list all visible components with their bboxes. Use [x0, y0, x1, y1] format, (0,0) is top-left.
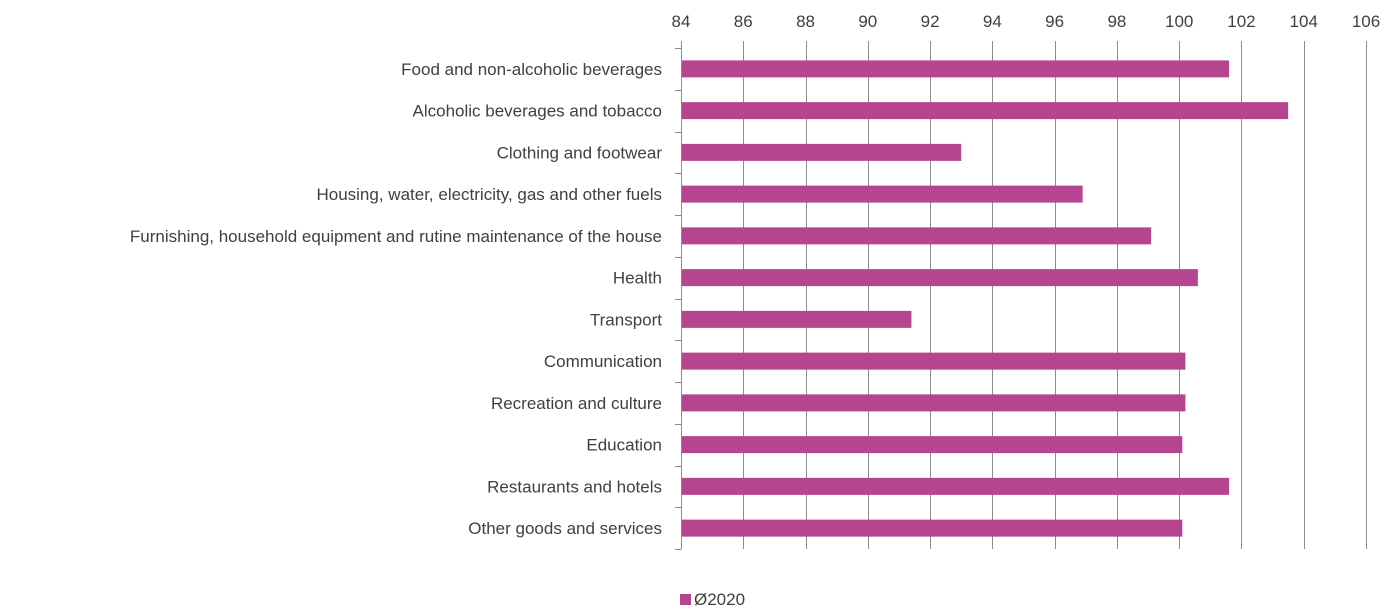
x-tick-label: 90 — [858, 12, 877, 31]
bars — [682, 60, 1289, 537]
bar — [682, 143, 962, 161]
x-tick-label: 106 — [1352, 12, 1380, 31]
x-tick-label: 104 — [1290, 12, 1318, 31]
category-label: Alcoholic beverages and tobacco — [413, 102, 663, 121]
x-tick-label: 88 — [796, 12, 815, 31]
category-label: Transport — [590, 310, 662, 329]
bar — [682, 102, 1289, 120]
legend: Ø2020 — [680, 590, 745, 607]
x-tick-label: 96 — [1045, 12, 1064, 31]
x-tick-label: 102 — [1227, 12, 1255, 31]
x-tick-label: 86 — [734, 12, 753, 31]
bar — [682, 477, 1229, 495]
bar — [682, 310, 912, 328]
category-label: Communication — [544, 352, 662, 371]
x-tick-label: 100 — [1165, 12, 1193, 31]
category-labels: Food and non-alcoholic beverages Alcoholi… — [130, 60, 662, 538]
y-axis — [675, 41, 682, 550]
category-label: Furnishing, household equipment and ruti… — [130, 227, 662, 246]
category-label: Recreation and culture — [491, 394, 662, 413]
x-tick-label: 94 — [983, 12, 1002, 31]
bar — [682, 269, 1198, 287]
x-axis-tick-labels: 84 86 88 90 92 94 96 98 100 102 104 106 — [672, 12, 1381, 31]
category-label: Housing, water, electricity, gas and oth… — [316, 185, 662, 204]
bar — [682, 436, 1183, 454]
bar — [682, 60, 1229, 78]
category-label: Other goods and services — [468, 519, 662, 538]
category-label: Restaurants and hotels — [487, 477, 662, 496]
x-tick-label: 98 — [1107, 12, 1126, 31]
category-label: Education — [586, 436, 662, 455]
category-label: Food and non-alcoholic beverages — [401, 60, 662, 79]
legend-label: Ø2020 — [694, 590, 745, 607]
bar — [682, 227, 1152, 245]
category-label: Clothing and footwear — [497, 143, 663, 162]
x-tick-label: 92 — [921, 12, 940, 31]
bar — [682, 519, 1183, 537]
bar — [682, 394, 1186, 412]
legend-swatch — [680, 594, 691, 605]
gridlines — [743, 41, 1367, 549]
bar — [682, 185, 1083, 203]
x-tick-label: 84 — [672, 12, 691, 31]
category-label: Health — [613, 269, 662, 288]
bar — [682, 352, 1186, 370]
